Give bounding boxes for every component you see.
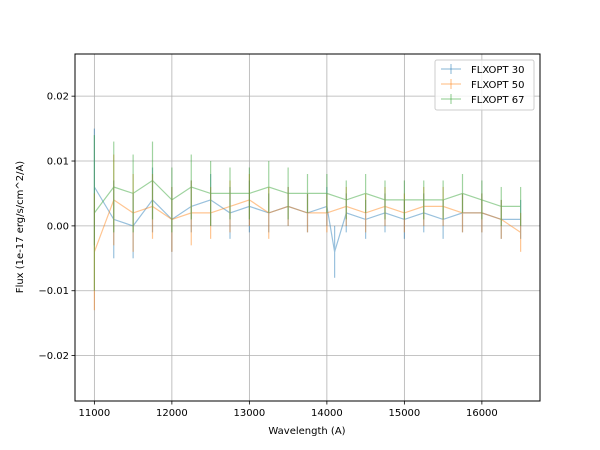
y-axis-title: Flux (1e-17 erg/s/cm^2/A) xyxy=(15,161,26,293)
series-line xyxy=(93,186,521,252)
series-3 xyxy=(93,135,522,291)
y-tick-label: 0.02 xyxy=(47,92,69,103)
x-axis-ticks: 11000 12000 13000 14000 15000 16000 xyxy=(78,401,498,419)
y-tick-label: −0.02 xyxy=(38,351,69,362)
x-tick-label: 16000 xyxy=(466,408,498,419)
x-tick-label: 13000 xyxy=(233,408,265,419)
legend-label: FLXOPT 50 xyxy=(471,80,524,91)
series-line xyxy=(93,179,521,214)
legend: FLXOPT 30 FLXOPT 50 FLXOPT 67 xyxy=(434,59,535,111)
x-tick-label: 11000 xyxy=(78,408,110,419)
legend-label: FLXOPT 67 xyxy=(471,95,524,106)
plot-frame xyxy=(74,53,541,402)
y-tick-label: −0.01 xyxy=(38,286,69,297)
y-tick-label: 0.00 xyxy=(47,221,69,232)
series-layer xyxy=(93,128,522,311)
series-line xyxy=(93,198,521,253)
legend-box xyxy=(434,59,535,111)
legend-entry: FLXOPT 67 xyxy=(441,94,524,106)
legend-entry: FLXOPT 50 xyxy=(441,79,524,91)
legend-entry: FLXOPT 30 xyxy=(441,64,524,76)
y-axis-ticks: −0.02 −0.01 0.00 0.01 0.02 xyxy=(38,92,75,362)
series-2 xyxy=(93,154,522,311)
x-tick-label: 15000 xyxy=(388,408,420,419)
series-1 xyxy=(93,128,522,278)
x-tick-label: 14000 xyxy=(311,408,343,419)
x-tick-label: 12000 xyxy=(156,408,188,419)
x-axis-title: Wavelength (A) xyxy=(268,426,345,437)
legend-label: FLXOPT 30 xyxy=(471,65,524,76)
y-tick-label: 0.01 xyxy=(47,157,69,168)
